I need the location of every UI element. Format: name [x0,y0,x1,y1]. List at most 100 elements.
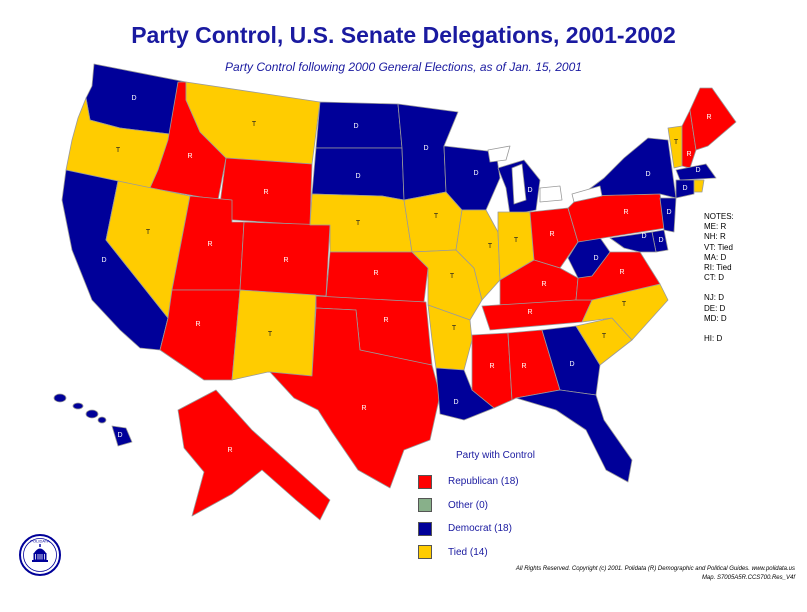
state-label-hi: D [117,432,122,439]
state-label-wi: D [473,170,478,177]
legend-title: Party with Control [456,450,535,461]
state-label-or: T [116,147,121,154]
state-ia [403,191,463,253]
state-label-in: T [514,237,519,244]
state-me [689,87,737,151]
state-label-ar: T [452,325,457,332]
great-lake [487,145,511,163]
state-nd [315,101,403,149]
copyright-line: All Rights Reserved. Copyright (c) 2001.… [515,566,795,572]
state-label-fl: D [603,413,608,420]
state-ks [325,251,429,303]
state-label-mt: T [252,121,257,128]
legend-swatch-other [418,498,432,513]
great-lake [539,185,563,203]
notes-header: NOTES: [704,212,734,221]
state-nh [681,109,697,169]
legend-item-republican: Republican (18) [418,470,588,494]
state-tn [481,299,593,331]
hawaii-island [53,393,67,403]
state-label-pa: R [623,209,628,216]
note-line: VT: Tied [704,242,733,252]
note-line: NJ: D [704,293,724,303]
hawaii-island [72,402,84,410]
legend-label: Republican (18) [448,476,519,488]
state-label-nd: D [353,123,358,130]
state-label-ct: D [682,185,687,192]
note-line: MA: D [704,252,727,262]
state-ga [541,325,601,396]
state-label-co: R [283,257,288,264]
note-line: MD: D [704,313,727,323]
state-label-mi: D [527,187,532,194]
state-label-ga: D [569,361,574,368]
notes-panel: NOTES: ME: R NH: R VT: Tied MA: D RI: Ti… [704,212,734,344]
state-label-nm: T [268,331,273,338]
legend: Party with Control Republican (18) Other… [418,450,588,564]
state-label-nv: T [146,229,151,236]
state-label-va: R [619,269,624,276]
state-tx [269,307,441,489]
legend-item-tied: Tied (14) [418,541,588,565]
state-il [455,209,501,301]
state-hi [111,425,133,447]
note-line: CT: D [704,273,724,283]
state-label-ks: R [373,270,378,277]
state-ma [675,163,717,181]
state-md [609,231,657,253]
state-label-sd: D [355,173,360,180]
legend-label: Tied (14) [448,546,488,558]
great-lake [511,163,527,205]
legend-swatch-democrat [418,521,432,536]
note-line: DE: D [704,303,726,313]
legend-item-other: Other (0) [418,494,588,518]
logo-text: POLIDATA [30,539,50,544]
state-label-nh: R [686,151,691,158]
state-label-ma: D [695,167,700,174]
hawaii-island [97,416,107,424]
state-label-nj: D [666,209,671,216]
state-az [159,289,241,381]
state-label-ak: R [227,447,232,454]
state-label-tx: R [361,405,366,412]
state-label-mo: T [450,273,455,280]
copyright: All Rights Reserved. Copyright (c) 2001.… [516,565,795,582]
state-ri [693,179,705,193]
hawaii-island [85,409,99,419]
map-id-line: Map. S7005A5R.CCS700.Res_V4f [701,574,795,581]
note-line: RI: Tied [704,263,732,273]
map-title: Party Control, U.S. Senate Delegations, … [131,22,676,48]
state-fl [515,389,633,483]
legend-label: Other (0) [448,499,489,511]
state-label-ca: D [101,257,106,264]
state-label-tn: R [527,309,532,316]
state-label-wy: R [263,189,268,196]
legend-label: Democrat (18) [448,523,512,535]
note-line: HI: D [704,334,723,344]
polidata-logo: POLIDATA [19,534,61,576]
map-subtitle: Party Control following 2000 General Ele… [225,60,582,74]
state-label-az: R [195,321,200,328]
legend-item-democrat: Democrat (18) [418,517,588,541]
state-label-wv: D [593,255,598,262]
state-label-me: R [706,114,711,121]
state-label-de: D [658,237,663,244]
state-label-sc: T [602,333,607,340]
state-label-la: D [453,399,458,406]
note-line: NH: R [704,232,726,242]
state-label-ut: R [207,241,212,248]
state-label-il: T [488,243,493,250]
state-ak [177,389,331,521]
legend-swatch-republican [418,474,432,489]
state-label-ky: R [541,281,546,288]
state-nj [659,197,677,233]
state-label-oh: R [549,231,554,238]
state-label-md: D [641,233,646,240]
state-oh [529,207,579,269]
state-ms [471,332,513,409]
state-label-al: R [521,363,526,370]
state-label-ne: T [356,220,361,227]
state-label-ia: T [434,213,439,220]
state-label-vt: T [674,139,679,146]
